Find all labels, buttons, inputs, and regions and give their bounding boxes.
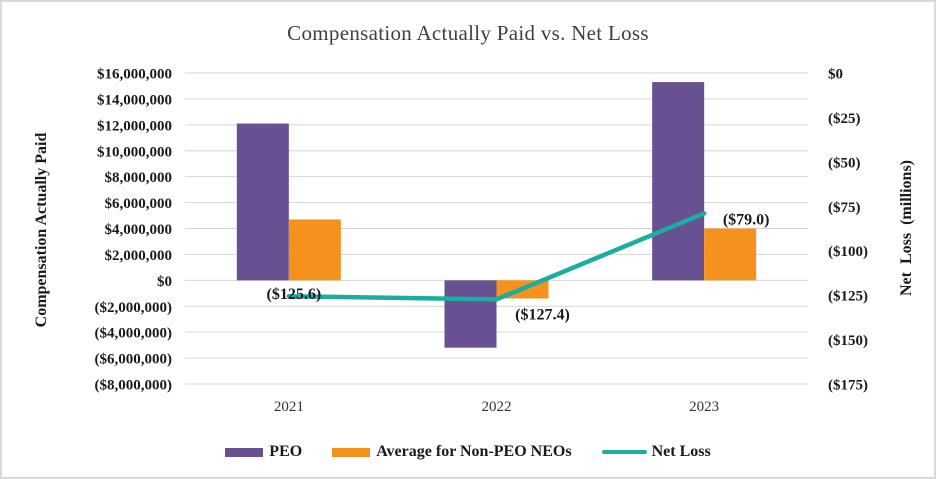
legend: PEO Average for Non-PEO NEOs Net Loss xyxy=(2,443,934,461)
bar-peo-2021 xyxy=(236,123,289,281)
right-axis-tick: ($75) xyxy=(828,200,861,216)
category-label: 2022 xyxy=(482,399,512,415)
right-axis-tick: $0 xyxy=(828,67,843,83)
left-axis-tick: ($8,000,000) xyxy=(95,378,173,394)
right-axis-tick: ($150) xyxy=(828,333,868,349)
left-axis-tick: $14,000,000 xyxy=(97,92,172,108)
right-axis-tick: ($50) xyxy=(828,155,861,171)
right-axis-tick: ($175) xyxy=(828,378,868,394)
net-loss-line-swatch-icon xyxy=(601,450,647,454)
legend-label-peo: PEO xyxy=(269,443,303,460)
left-axis-tick: $8,000,000 xyxy=(105,170,173,186)
left-axis-tick: ($4,000,000) xyxy=(95,326,173,342)
left-axis-tick: $16,000,000 xyxy=(97,67,172,83)
right-axis-tick: ($25) xyxy=(828,111,861,127)
net-loss-point-label-2021: ($125.6) xyxy=(267,286,322,303)
left-axis-tick: $4,000,000 xyxy=(105,222,173,238)
left-axis-tick: $10,000,000 xyxy=(97,144,172,160)
category-label: 2023 xyxy=(689,399,719,415)
legend-item-net-loss: Net Loss xyxy=(601,443,711,461)
left-axis-tick: ($6,000,000) xyxy=(95,352,173,368)
left-axis-tick: $2,000,000 xyxy=(105,248,173,264)
legend-item-peo: PEO xyxy=(225,443,302,461)
bar-non-peo-neos-2021 xyxy=(288,219,341,281)
bar-peo-2023 xyxy=(652,82,705,281)
legend-item-non-peo-neos: Average for Non-PEO NEOs xyxy=(332,443,572,461)
net-loss-line xyxy=(286,211,707,302)
bar-non-peo-neos-2023 xyxy=(704,228,757,281)
non-peo-neos-swatch-icon xyxy=(332,447,371,457)
left-axis-tick: $6,000,000 xyxy=(105,196,173,212)
right-axis-tick: ($100) xyxy=(828,244,868,260)
peo-swatch-icon xyxy=(225,447,264,457)
chart-title: Compensation Actually Paid vs. Net Loss xyxy=(287,21,649,45)
left-axis-tick: ($2,000,000) xyxy=(95,300,173,316)
right-axis-tick: ($125) xyxy=(828,289,868,305)
left-axis-tick: $12,000,000 xyxy=(97,118,172,134)
net-loss-point-label-2022: ($127.4) xyxy=(515,306,570,323)
legend-label-net-loss: Net Loss xyxy=(651,443,711,460)
net-loss-point-label-2023: ($79.0) xyxy=(723,211,770,228)
bar-peo-2022 xyxy=(444,280,497,348)
category-label: 2021 xyxy=(274,399,304,415)
legend-label-non-peo-neos: Average for Non-PEO NEOs xyxy=(376,443,572,460)
left-axis-tick: $0 xyxy=(157,274,172,290)
